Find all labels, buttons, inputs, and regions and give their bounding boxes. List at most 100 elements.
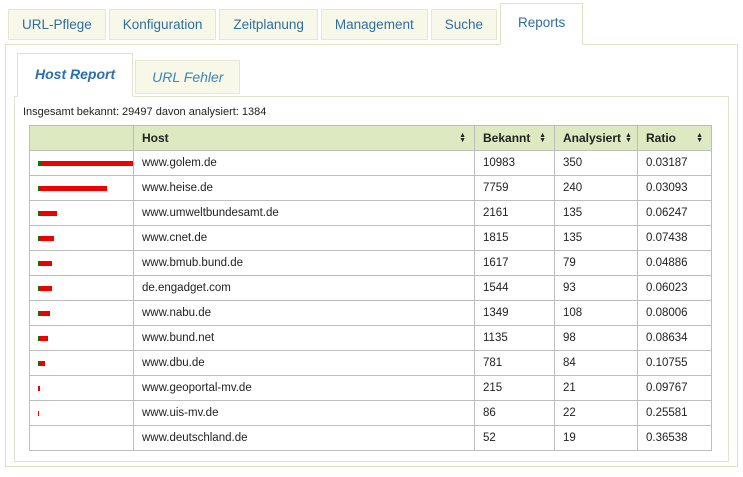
sort-icon[interactable]: ▲ ▼	[459, 132, 466, 144]
ratio-cell: 0.09767	[637, 375, 712, 401]
known-vs-analyzed-bar	[38, 360, 125, 366]
bekannt-cell: 1617	[474, 250, 555, 276]
host-bar-cell	[29, 400, 134, 426]
known-vs-analyzed-bar	[38, 335, 125, 341]
bekannt-cell: 1815	[474, 225, 555, 251]
known-vs-analyzed-bar	[38, 385, 125, 391]
host-cell: www.geoportal-mv.de	[133, 375, 475, 401]
table-row: de.engadget.com 1544 93 0.06023	[29, 275, 712, 301]
table-row: www.golem.de 10983 350 0.03187	[29, 150, 712, 176]
host-cell: www.nabu.de	[133, 300, 475, 326]
bekannt-cell: 1349	[474, 300, 555, 326]
host-cell: www.heise.de	[133, 175, 475, 201]
sort-icon[interactable]: ▲ ▼	[625, 132, 632, 144]
table-row: www.dbu.de 781 84 0.10755	[29, 350, 712, 376]
sort-icon[interactable]: ▲ ▼	[539, 132, 546, 144]
host-cell: www.golem.de	[133, 150, 475, 176]
ratio-cell: 0.07438	[637, 225, 712, 251]
known-vs-analyzed-bar	[38, 185, 125, 191]
analysiert-cell: 22	[554, 400, 638, 426]
bekannt-cell: 215	[474, 375, 555, 401]
table-row: www.deutschland.de 52 19 0.36538	[29, 425, 712, 451]
host-report-table: Host ▲ ▼ Bekannt ▲ ▼ Analysiert ▲ ▼ Ratio ▲ ▼ www.g…	[29, 125, 712, 451]
table-row: www.uis-mv.de 86 22 0.25581	[29, 400, 712, 426]
analysiert-cell: 135	[554, 200, 638, 226]
ratio-cell: 0.08006	[637, 300, 712, 326]
ratio-cell: 0.10755	[637, 350, 712, 376]
table-row: www.umweltbundesamt.de 2161 135 0.06247	[29, 200, 712, 226]
analysiert-cell: 135	[554, 225, 638, 251]
ratio-cell: 0.04886	[637, 250, 712, 276]
tab-reports[interactable]: Reports	[500, 3, 584, 45]
table-body: www.golem.de 10983 350 0.03187 www.heise.de 7…	[29, 150, 712, 451]
tab-suche[interactable]: Suche	[430, 9, 497, 40]
table-row: www.heise.de 7759 240 0.03093	[29, 175, 712, 201]
analysiert-cell: 240	[554, 175, 638, 201]
table-row: www.geoportal-mv.de 215 21 0.09767	[29, 375, 712, 401]
known-vs-analyzed-bar	[38, 160, 133, 166]
analysiert-cell: 350	[554, 150, 638, 176]
table-row: www.bmub.bund.de 1617 79 0.04886	[29, 250, 712, 276]
ratio-cell: 0.06247	[637, 200, 712, 226]
column-header-analysiert[interactable]: Analysiert ▲ ▼	[554, 125, 638, 151]
host-cell: www.uis-mv.de	[133, 400, 475, 426]
known-vs-analyzed-bar	[38, 310, 125, 316]
host-bar-cell	[29, 175, 134, 201]
host-cell: de.engadget.com	[133, 275, 475, 301]
column-label: Ratio	[646, 131, 676, 145]
column-header-ratio[interactable]: Ratio ▲ ▼	[637, 125, 712, 151]
known-vs-analyzed-bar	[38, 285, 125, 291]
table-row: www.cnet.de 1815 135 0.07438	[29, 225, 712, 251]
bekannt-cell: 7759	[474, 175, 555, 201]
analysiert-cell: 93	[554, 275, 638, 301]
host-cell: www.dbu.de	[133, 350, 475, 376]
host-report-panel: Insgesamt bekannt: 29497 davon analysier…	[14, 96, 729, 462]
known-vs-analyzed-bar	[38, 410, 125, 416]
table-row: www.bund.net 1135 98 0.08634	[29, 325, 712, 351]
host-bar-cell	[29, 150, 134, 176]
host-bar-cell	[29, 325, 134, 351]
known-vs-analyzed-bar	[38, 260, 125, 266]
host-bar-cell	[29, 300, 134, 326]
header-row: Host ▲ ▼ Bekannt ▲ ▼ Analysiert ▲ ▼ Ratio ▲ ▼	[29, 125, 712, 151]
analysiert-cell: 79	[554, 250, 638, 276]
analysiert-cell: 108	[554, 300, 638, 326]
column-header-host[interactable]: Host ▲ ▼	[133, 125, 475, 151]
host-bar-cell	[29, 425, 134, 451]
host-bar-cell	[29, 200, 134, 226]
bekannt-cell: 52	[474, 425, 555, 451]
column-label: Bekannt	[483, 131, 531, 145]
bekannt-cell: 1135	[474, 325, 555, 351]
host-cell: www.bund.net	[133, 325, 475, 351]
known-vs-analyzed-bar	[38, 210, 125, 216]
tab-zeitplanung[interactable]: Zeitplanung	[219, 9, 318, 40]
tab-url-pflege[interactable]: URL-Pflege	[8, 9, 106, 40]
analysiert-cell: 21	[554, 375, 638, 401]
host-cell: www.umweltbundesamt.de	[133, 200, 475, 226]
bekannt-cell: 10983	[474, 150, 555, 176]
ratio-cell: 0.25581	[637, 400, 712, 426]
host-bar-cell	[29, 375, 134, 401]
ratio-cell: 0.36538	[637, 425, 712, 451]
host-bar-cell	[29, 275, 134, 301]
analysiert-cell: 98	[554, 325, 638, 351]
table-row: www.nabu.de 1349 108 0.08006	[29, 300, 712, 326]
column-label: Host	[142, 131, 169, 145]
bekannt-cell: 781	[474, 350, 555, 376]
bekannt-cell: 1544	[474, 275, 555, 301]
analysiert-cell: 19	[554, 425, 638, 451]
sort-icon[interactable]: ▲ ▼	[696, 132, 703, 144]
subtab-url-fehler[interactable]: URL Fehler	[135, 60, 241, 94]
table-header: Host ▲ ▼ Bekannt ▲ ▼ Analysiert ▲ ▼ Ratio ▲ ▼	[29, 125, 712, 151]
column-label: Analysiert	[563, 131, 622, 145]
report-sub-tab-bar: Host Report URL Fehler	[17, 53, 729, 97]
column-header-bekannt[interactable]: Bekannt ▲ ▼	[474, 125, 555, 151]
subtab-host-report[interactable]: Host Report	[17, 53, 134, 97]
host-bar-cell	[29, 225, 134, 251]
tab-management[interactable]: Management	[320, 9, 428, 40]
host-bar-cell	[29, 250, 134, 276]
host-cell: www.bmub.bund.de	[133, 250, 475, 276]
analysiert-cell: 84	[554, 350, 638, 376]
reports-panel: Host Report URL Fehler Insgesamt bekannt:…	[5, 44, 738, 467]
tab-konfiguration[interactable]: Konfiguration	[108, 9, 217, 40]
